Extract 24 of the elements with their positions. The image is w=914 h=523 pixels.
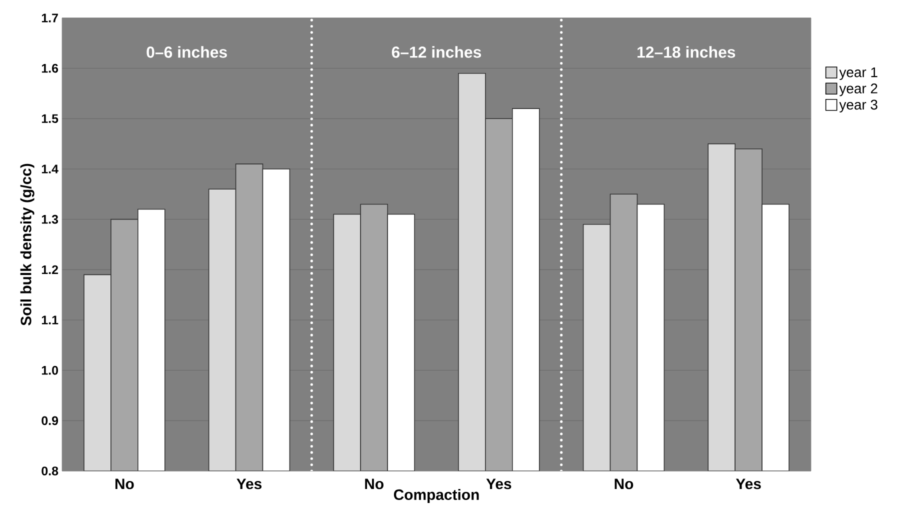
legend-label: year 1: [839, 67, 878, 80]
x-axis-title: Compaction: [394, 489, 479, 503]
legend-label: year 3: [839, 100, 878, 112]
y-tick-label: 0.8: [42, 466, 58, 476]
y-tick-label: 1.5: [42, 114, 58, 123]
x-tick-label: No: [614, 478, 634, 490]
y-tick-label: 1.1: [42, 316, 58, 324]
x-tick-label: No: [115, 478, 134, 490]
y-tick-label: 1.2: [42, 265, 58, 274]
annotation: 0–6 inches: [146, 46, 227, 58]
y-tick-label: 1.3: [42, 214, 58, 224]
y-tick-label: 1.7: [42, 14, 58, 22]
x-tick-label: Yes: [236, 478, 262, 490]
y-tick-label: 0.9: [42, 416, 58, 426]
annotation: 6–12 inches: [392, 46, 482, 58]
x-tick-label: Yes: [486, 478, 512, 490]
legend-label: year 2: [839, 84, 878, 96]
y-tick-label: 1.0: [42, 366, 58, 375]
x-tick-label: No: [365, 478, 384, 490]
annotation: 12–18 inches: [638, 46, 736, 58]
y-axis-title: Soil bulk density (g/cc): [20, 164, 34, 326]
y-tick-label: 1.6: [42, 64, 58, 73]
y-tick-label: 1.4: [42, 164, 58, 174]
x-tick-label: Yes: [736, 478, 761, 490]
